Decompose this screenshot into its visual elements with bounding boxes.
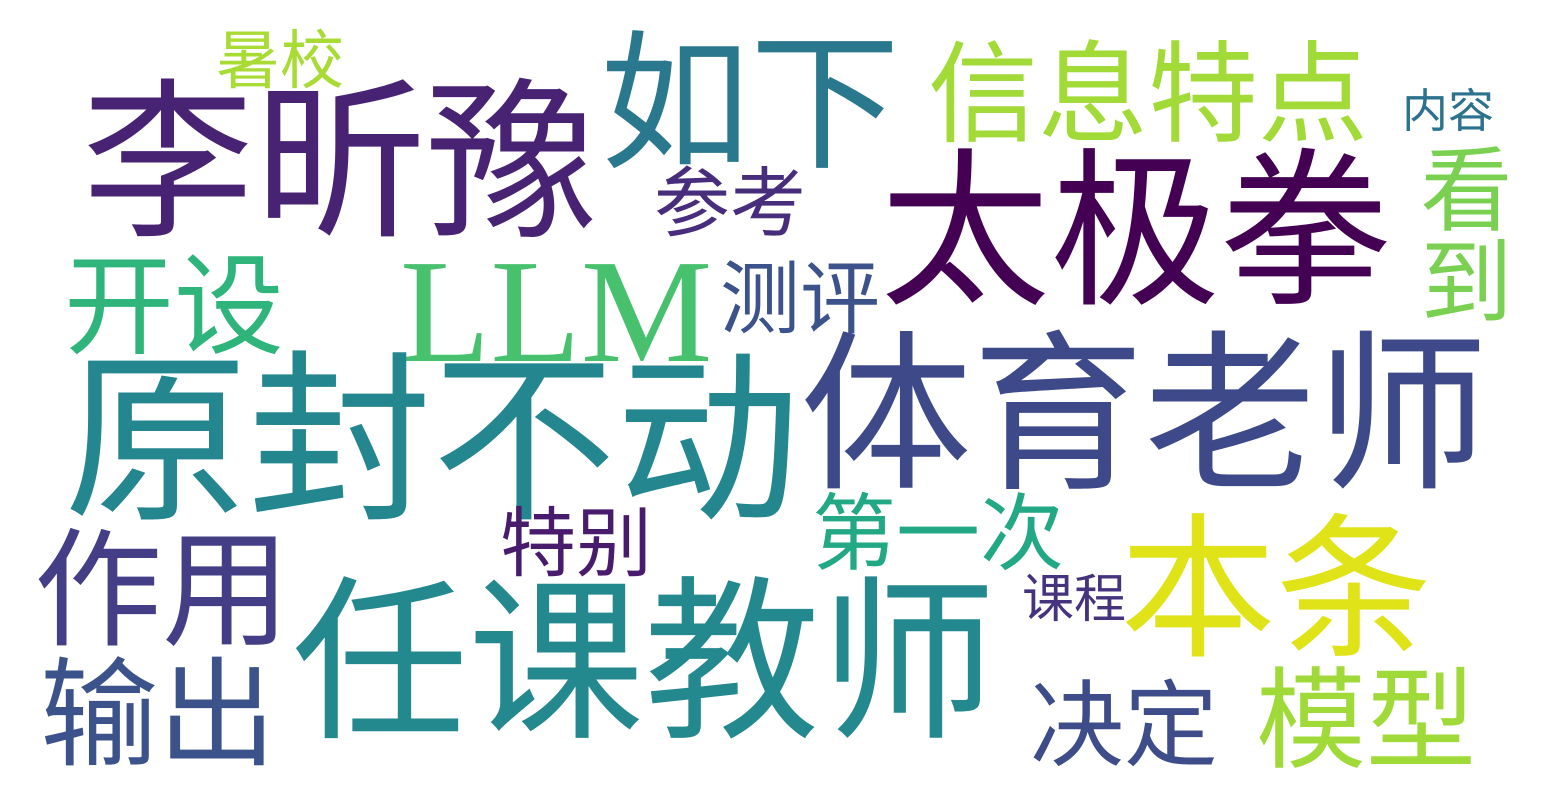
word-renke-jiaoshi: 任课教师 [292, 561, 997, 766]
word-cankao: 参考 [654, 159, 806, 248]
word-yuanfeng-budong: 原封不动 [64, 335, 801, 549]
word-taijiquan: 太极拳 [880, 134, 1391, 332]
word-shuxiao: 暑校 [216, 25, 344, 99]
word-bentiao: 本条 [1120, 499, 1432, 681]
word-xinxi-tedian: 信息特点 [928, 31, 1368, 159]
word-tebie: 特别 [500, 499, 652, 588]
word-tiyu-laoshi: 体育老师 [800, 315, 1488, 516]
word-ruxia: 如下 [600, 18, 901, 192]
word-kecheng: 课程 [1022, 570, 1127, 630]
word-lixinyu: 李昕豫 [82, 63, 598, 264]
word-llm: LLM [400, 230, 713, 394]
word-zuoyong: 作用 [34, 517, 291, 666]
word-shuchu: 输出 [40, 646, 277, 784]
word-kaishe: 开设 [64, 243, 284, 371]
word-kandao: 看到 [1405, 142, 1512, 326]
word-diyici: 第一次 [812, 485, 1065, 583]
word-jueding: 决定 [1030, 672, 1219, 781]
word-neirong: 内容 [1402, 84, 1494, 138]
word-ceping: 测评 [720, 253, 880, 346]
word-moxing: 模型 [1256, 657, 1476, 785]
